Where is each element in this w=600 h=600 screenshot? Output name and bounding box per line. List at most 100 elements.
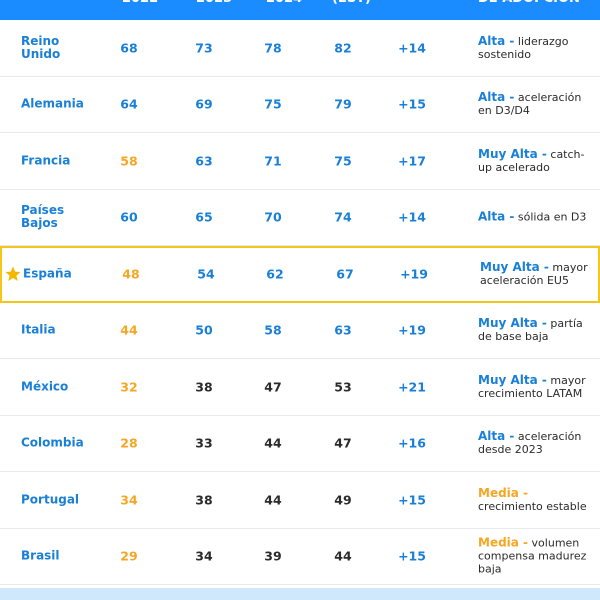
value-cell: 63	[195, 153, 213, 169]
value-cell: 65	[195, 209, 213, 225]
country-name: Portugal	[21, 492, 80, 507]
value-cell: 39	[264, 548, 282, 564]
value-cell: 34	[195, 548, 213, 564]
adoption-cell: Alta - liderazgo sostenido	[478, 33, 596, 61]
table-row: México 32 38 47 53 +21 Muy Alta - mayor crecim…	[0, 359, 600, 416]
delta-cell: +14	[398, 209, 426, 225]
value-cell: 54	[197, 266, 215, 282]
value-cell: 29	[120, 548, 138, 564]
value-cell: 44	[120, 322, 138, 338]
adoption-level: Alta -	[478, 209, 515, 224]
value-cell: 75	[334, 153, 352, 169]
value-cell: 58	[264, 322, 282, 338]
country-name: Francia	[21, 153, 71, 168]
adoption-note: catch-up acelerado	[478, 147, 585, 174]
value-cell: 82	[334, 40, 352, 56]
country-name: Alemania	[21, 96, 84, 111]
table-row: Portugal 34 38 44 49 +15 Media - crecimiento e…	[0, 472, 600, 529]
adoption-note: mayor crecimiento LATAM	[478, 373, 586, 400]
value-cell: 63	[334, 322, 352, 338]
value-cell: 44	[334, 548, 352, 564]
delta-cell: +14	[398, 40, 426, 56]
adoption-cell: Media - crecimiento estable	[478, 485, 596, 513]
value-cell: 58	[120, 153, 138, 169]
table-header: 2022 2023 2024 (EST) DE ADOPCIÓN	[0, 0, 600, 20]
header-label: 2023	[196, 0, 232, 7]
table-row: España 48 54 62 67 +19 Muy Alta - mayor aceler…	[0, 246, 600, 303]
value-cell: 62	[266, 266, 284, 282]
adoption-level: Muy Alta -	[478, 372, 547, 387]
table-row: Italia 44 50 58 63 +19 Muy Alta - partía de ba…	[0, 303, 600, 359]
adoption-cell: Alta - aceleración en D3/D4	[478, 90, 596, 118]
adoption-cell: Alta - aceleración desde 2023	[478, 429, 596, 457]
value-cell: 75	[264, 96, 282, 112]
delta-cell: +19	[398, 322, 426, 338]
adoption-note: partía de base baja	[478, 317, 583, 344]
adoption-cell: Alta - sólida en D3	[478, 209, 596, 224]
adoption-note: volumen compensa madurez baja	[478, 536, 587, 576]
value-cell: 78	[264, 40, 282, 56]
adoption-level: Muy Alta -	[478, 146, 547, 161]
value-cell: 48	[122, 266, 140, 282]
country-name: Países Bajos	[21, 203, 65, 231]
delta-cell: +21	[398, 379, 426, 395]
adoption-cell: Muy Alta - partía de base baja	[478, 317, 596, 344]
table-row: Países Bajos 60 65 70 74 +14 Alta - sólida en …	[0, 190, 600, 246]
value-cell: 70	[264, 209, 282, 225]
country-name: Reino Unido	[21, 33, 61, 61]
table-row: Reino Unido 68 73 78 82 +14 Alta - liderazgo s…	[0, 20, 600, 77]
value-cell: 28	[120, 435, 138, 451]
table-row: Brasil 29 34 39 44 +15 Media - volumen compens…	[0, 529, 600, 585]
value-cell: 47	[334, 435, 352, 451]
header-label: DE ADOPCIÓN	[478, 0, 580, 7]
value-cell: 69	[195, 96, 213, 112]
country-name: Colombia	[21, 435, 84, 450]
value-cell: 50	[195, 322, 213, 338]
country-name: España	[23, 266, 72, 281]
adoption-cell: Muy Alta - mayor crecimiento LATAM	[478, 372, 596, 400]
value-cell: 44	[264, 435, 282, 451]
value-cell: 49	[334, 492, 352, 508]
country-name: Italia	[21, 322, 56, 337]
adoption-level: Media -	[478, 535, 529, 550]
value-cell: 60	[120, 209, 138, 225]
adoption-cell: Muy Alta - catch-up acelerado	[478, 146, 596, 174]
value-cell: 38	[195, 492, 213, 508]
table-row: Alemania 64 69 75 79 +15 Alta - aceleración en…	[0, 77, 600, 133]
adoption-note: mayor aceleración EU5	[480, 261, 588, 288]
delta-cell: +17	[398, 153, 426, 169]
table-row: Colombia 28 33 44 47 +16 Alta - aceleración de…	[0, 416, 600, 472]
value-cell: 38	[195, 379, 213, 395]
table-row: Francia 58 63 71 75 +17 Muy Alta - catch-up ac…	[0, 133, 600, 190]
value-cell: 79	[334, 96, 352, 112]
delta-cell: +15	[398, 548, 426, 564]
value-cell: 47	[264, 379, 282, 395]
value-cell: 44	[264, 492, 282, 508]
adoption-note: aceleración desde 2023	[478, 430, 582, 457]
value-cell: 73	[195, 40, 213, 56]
header-label: (EST)	[332, 0, 371, 7]
delta-cell: +15	[398, 492, 426, 508]
adoption-note: sólida en D3	[517, 210, 587, 224]
value-cell: 32	[120, 379, 138, 395]
header-label: 2022	[122, 0, 158, 7]
country-name: México	[21, 379, 69, 394]
adoption-level: Alta -	[478, 90, 515, 105]
adoption-level: Media -	[478, 485, 529, 500]
adoption-cell: Muy Alta - mayor aceleración EU5	[480, 260, 598, 288]
country-name: Brasil	[21, 548, 60, 563]
value-cell: 64	[120, 96, 138, 112]
footer-band	[0, 588, 600, 600]
value-cell: 53	[334, 379, 352, 395]
adoption-level: Alta -	[478, 33, 515, 48]
value-cell: 33	[195, 435, 213, 451]
delta-cell: +19	[400, 266, 428, 282]
delta-cell: +15	[398, 96, 426, 112]
value-cell: 67	[336, 266, 354, 282]
adoption-level: Alta -	[478, 429, 515, 444]
header-label: 2024	[266, 0, 302, 7]
adoption-note: crecimiento estable	[478, 499, 587, 513]
adoption-level: Muy Alta -	[480, 260, 549, 275]
adoption-note: liderazgo sostenido	[478, 34, 569, 61]
